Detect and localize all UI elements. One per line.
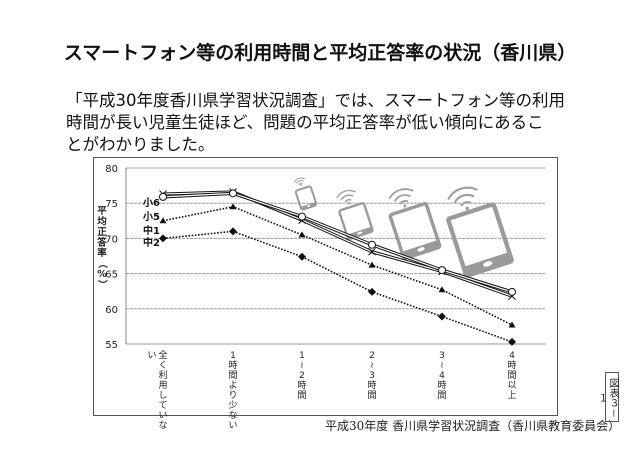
chart-frame <box>93 157 558 416</box>
tablet-wifi-icon <box>293 177 318 211</box>
chart-gridlines <box>125 167 546 345</box>
y-tick-label: 55 <box>105 340 118 351</box>
y-tick-label: 80 <box>105 164 118 175</box>
svg-text:4: 4 <box>439 371 445 381</box>
svg-text:い: い <box>158 411 167 421</box>
svg-text:~: ~ <box>436 361 446 369</box>
svg-text:率: 率 <box>97 247 107 259</box>
svg-text:上: 上 <box>507 390 516 401</box>
svg-text:時: 時 <box>507 360 516 371</box>
svg-text:平: 平 <box>97 206 107 217</box>
svg-text:~: ~ <box>366 361 376 369</box>
svg-text:い: い <box>147 351 156 361</box>
svg-text:答: 答 <box>96 237 107 249</box>
svg-text:以: 以 <box>507 381 516 391</box>
y-tick-label: 65 <box>105 270 118 281</box>
legend-label: 小6 <box>142 196 160 209</box>
y-tick-label: 70 <box>105 234 118 245</box>
svg-text:1: 1 <box>230 351 236 361</box>
legend-label: 中1 <box>143 224 160 237</box>
svg-text:間: 間 <box>228 370 237 381</box>
svg-text:い: い <box>228 421 237 431</box>
y-axis-label: 平均正答率（%） <box>96 206 108 289</box>
intro-paragraph: 「平成30年度香川県学習状況調査」では、スマートフォン等の利用 時間が長い児童生… <box>66 90 586 156</box>
svg-text:均: 均 <box>97 216 107 228</box>
intro-line: 時間が長い児童生徒ほど、問題の平均正答率が低い傾向にあるこ <box>66 113 544 132</box>
svg-text:く: く <box>158 361 167 371</box>
svg-text:時: 時 <box>367 380 376 391</box>
svg-text:時: 時 <box>437 380 446 391</box>
svg-text:な: な <box>228 410 237 421</box>
svg-text:時: 時 <box>228 360 237 371</box>
svg-text:間: 間 <box>297 390 306 401</box>
svg-text:用: 用 <box>158 380 167 391</box>
legend-label: 中2 <box>143 236 160 249</box>
svg-text:て: て <box>158 401 167 411</box>
svg-text:%: % <box>97 269 107 280</box>
svg-text:利: 利 <box>158 369 167 381</box>
chart-series <box>159 188 516 346</box>
figure-label: 図表３－１ <box>596 372 619 422</box>
svg-text:2: 2 <box>369 351 375 361</box>
y-axis-ticks: 55 60 65 70 75 80 <box>105 164 118 351</box>
y-tick-label: 75 <box>105 199 118 210</box>
series-circle <box>159 189 516 296</box>
svg-text:間: 間 <box>367 390 376 401</box>
series-diamond <box>159 227 516 346</box>
y-tick-label: 60 <box>105 305 118 316</box>
svg-text:間: 間 <box>437 390 446 401</box>
tablet-wifi-icon <box>446 186 514 278</box>
tablet-wifi-icon <box>388 188 442 260</box>
svg-text:（: （ <box>96 259 108 269</box>
svg-text:正: 正 <box>97 227 107 238</box>
svg-text:時: 時 <box>297 380 306 391</box>
svg-text:3: 3 <box>439 351 445 361</box>
svg-text:全: 全 <box>158 349 167 361</box>
svg-text:1: 1 <box>299 351 305 361</box>
svg-text:）: ） <box>96 280 108 290</box>
svg-text:よ: よ <box>228 380 237 391</box>
page-title: スマートフォン等の利用時間と平均正答率の状況（香川県） <box>63 42 577 64</box>
svg-text:り: り <box>228 390 237 401</box>
source-caption: 平成30年度 香川県学習状況調査（香川県教育委員会） <box>325 419 621 433</box>
svg-text:な: な <box>158 420 167 431</box>
svg-text:~: ~ <box>296 361 306 369</box>
intro-line: とがわかりました。 <box>66 135 215 154</box>
svg-text:し: し <box>158 390 167 401</box>
series-triangle <box>159 203 516 328</box>
intro-line: 「平成30年度香川県学習状況調査」では、スマートフォン等の利用 <box>66 91 566 110</box>
svg-text:少: 少 <box>228 400 237 411</box>
legend-label: 小5 <box>142 210 160 223</box>
svg-text:3: 3 <box>369 371 375 381</box>
svg-text:4: 4 <box>509 351 515 361</box>
svg-text:間: 間 <box>507 370 516 381</box>
svg-text:2: 2 <box>299 371 305 381</box>
